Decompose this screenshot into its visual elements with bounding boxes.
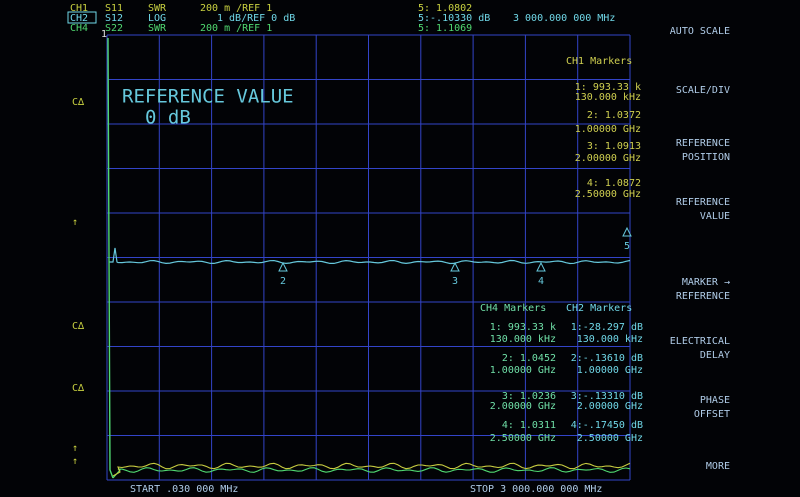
softkey-label[interactable]: AUTO SCALE — [670, 26, 730, 37]
marker-readout: 2.50000 GHz — [577, 433, 643, 444]
trace-marker-label: 4 — [538, 276, 544, 287]
softkey-label[interactable]: REFERENCE — [676, 197, 730, 208]
marker-table-title: CH1 Markers — [566, 56, 632, 67]
marker-readout: 2.00000 GHz — [490, 401, 556, 412]
ch1-trace — [112, 462, 631, 477]
marker-readout: 2.00000 GHz — [575, 153, 641, 164]
trace-marker-label: 5 — [624, 241, 630, 252]
header-text: CH1 — [70, 3, 88, 14]
header-text: S11 — [105, 3, 123, 14]
header-text: CH2 — [70, 13, 88, 24]
side-indicator: ↑ — [72, 456, 78, 467]
softkey-label[interactable]: DELAY — [700, 350, 730, 361]
stop-frequency: STOP 3 000.000 000 MHz — [470, 484, 602, 495]
softkey-label[interactable]: SCALE/DIV — [676, 85, 730, 96]
marker-readout: 2: 1.0372 — [587, 110, 641, 121]
marker-table-title: CH4 Markers — [480, 303, 546, 314]
marker-readout: 1:-28.297 dB — [571, 322, 643, 333]
softkey-label[interactable]: MARKER → — [682, 277, 730, 288]
grid — [106, 34, 631, 481]
marker-readout: 4:-.17450 dB — [571, 420, 643, 431]
softkey-label[interactable]: REFERENCE — [676, 291, 730, 302]
side-indicator: ↑ — [72, 217, 78, 228]
side-indicator: ↑ — [72, 443, 78, 454]
header-text: S12 — [105, 13, 123, 24]
marker-readout: 2.50000 GHz — [575, 189, 641, 200]
marker-readout: 2.00000 GHz — [577, 401, 643, 412]
marker-readout: 130.000 kHz — [575, 92, 641, 103]
marker-triangle — [450, 261, 460, 272]
header-text: 5:-.10330 dB — [418, 13, 490, 24]
trace-marker-label: 3 — [452, 276, 458, 287]
marker-triangle — [536, 261, 546, 272]
marker-readout: 1.00000 GHz — [577, 365, 643, 376]
header-text: LOG — [148, 13, 166, 24]
softkey-label[interactable]: VALUE — [700, 211, 730, 222]
marker-readout: 3:-.13310 dB — [571, 391, 643, 402]
header-text: 5: 1.0802 — [418, 3, 472, 14]
marker-readout: 3: 1.0913 — [587, 141, 641, 152]
softkey-label[interactable]: ELECTRICAL — [670, 336, 730, 347]
active-channel-box — [67, 11, 97, 24]
overlay-title: REFERENCE VALUE — [122, 86, 294, 108]
softkey-label[interactable]: MORE — [706, 461, 730, 472]
header-text: 200 m /REF 1 — [200, 3, 272, 14]
side-indicator: C∆ — [72, 321, 85, 332]
marker-readout: 1.00000 GHz — [490, 365, 556, 376]
marker-readout: 4: 1.0872 — [587, 178, 641, 189]
header-text: S22 — [105, 23, 123, 34]
trace-marker-label: 2 — [280, 276, 286, 287]
marker-readout: 2: 1.0452 — [502, 353, 556, 364]
marker-triangle — [278, 261, 288, 272]
marker-readout: 1.00000 GHz — [575, 124, 641, 135]
header-text: 3 000.000 000 MHz — [513, 13, 615, 24]
marker-readout: 4: 1.0311 — [502, 420, 556, 431]
header-text: 200 m /REF 1 — [200, 23, 272, 34]
marker-readout: 130.000 kHz — [490, 334, 556, 345]
side-indicator: C∆ — [72, 97, 85, 108]
header-text: 5: 1.1069 — [418, 23, 472, 34]
overlay-value: 0 dB — [145, 107, 191, 129]
marker-readout: 130.000 kHz — [577, 334, 643, 345]
traces — [107, 37, 631, 479]
softkey-label[interactable]: PHASE — [700, 395, 730, 406]
ch1-spike — [107, 37, 114, 479]
marker-table-title: CH2 Markers — [566, 303, 632, 314]
marker-readout: 2:-.13610 dB — [571, 353, 643, 364]
marker-readout: 1: 993.33 k — [490, 322, 556, 333]
trace-marker-label: 1 — [101, 29, 107, 40]
ch2-trace — [109, 247, 631, 265]
header-text: CH4 — [70, 23, 88, 34]
marker-readout: 2.50000 GHz — [490, 433, 556, 444]
start-frequency: START .030 000 MHz — [130, 484, 238, 495]
softkey-label[interactable]: POSITION — [682, 152, 730, 163]
header-text: 1 dB/REF 0 dB — [217, 13, 295, 24]
header-text: SWR — [148, 3, 167, 14]
side-indicator: C∆ — [72, 383, 85, 394]
marker-readout: 1: 993.33 k — [575, 82, 641, 93]
marker-triangle — [622, 226, 632, 237]
softkey-label[interactable]: OFFSET — [694, 409, 730, 420]
marker-readout: 3: 1.0236 — [502, 391, 556, 402]
header-text: SWR — [148, 23, 167, 34]
ch4-trace — [112, 467, 631, 479]
softkey-label[interactable]: REFERENCE — [676, 138, 730, 149]
